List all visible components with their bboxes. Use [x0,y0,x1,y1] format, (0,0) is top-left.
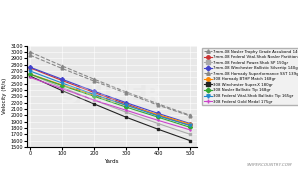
308 Nosler Ballistic Tip 168gr [188,126,192,128]
7mm-08 Winchester Ballistic Silvertip 140gr [60,78,64,80]
X-axis label: Yards: Yards [105,159,119,164]
308 Federal Vital-Shok Ballistic Tip 165gr [156,115,160,117]
Line: 308 Hornady BTHP Match 168gr: 308 Hornady BTHP Match 168gr [29,73,192,126]
7mm-08 Nosler Trophy Grade Accubond 140gr [124,91,128,93]
7mm-08 Winchester Ballistic Silvertip 140gr [92,90,96,92]
7mm-08 Nosler Trophy Grade Accubond 140gr [92,78,96,80]
308 Hornady BTHP Match 168gr [60,84,64,86]
7mm-08 Winchester Ballistic Silvertip 140gr [156,112,160,114]
308 Federal Gold Medal 175gr [60,88,64,90]
7mm-08 Federal Power-Shok SP 150gr [124,111,128,113]
308 Nosler Ballistic Tip 168gr [28,73,32,75]
308 Nosler Ballistic Tip 168gr [124,106,128,108]
308 Hornady BTHP Match 168gr [124,104,128,106]
308 Winchester Super-X 180gr [92,103,96,105]
7mm-08 Hornady Superformance SST 139gr [92,80,96,82]
308 Federal Gold Medal 175gr [92,99,96,101]
Line: 7mm-08 Federal Power-Shok SP 150gr: 7mm-08 Federal Power-Shok SP 150gr [29,73,192,136]
7mm-08 Federal Vital-Shok Nosler Partition 140gr [124,103,128,105]
7mm-08 Hornady Superformance SST 139gr [60,67,64,69]
7mm-08 Hornady Superformance SST 139gr [156,104,160,106]
308 Winchester Super-X 180gr [60,90,64,92]
7mm-08 Winchester Ballistic Silvertip 140gr [28,66,32,68]
308 Winchester Super-X 180gr [188,140,192,142]
308 Federal Vital-Shok Ballistic Tip 165gr [124,104,128,106]
308 Nosler Ballistic Tip 168gr [156,116,160,118]
308 Federal Gold Medal 175gr [156,119,160,121]
7mm-08 Federal Power-Shok SP 150gr [188,133,192,135]
7mm-08 Nosler Trophy Grade Accubond 140gr [188,114,192,116]
Line: 308 Winchester Super-X 180gr: 308 Winchester Super-X 180gr [29,75,192,142]
Line: 308 Federal Gold Medal 175gr: 308 Federal Gold Medal 175gr [29,76,192,131]
7mm-08 Federal Power-Shok SP 150gr [60,86,64,89]
Legend: 7mm-08 Nosler Trophy Grade Accubond 140gr, 7mm-08 Federal Vital-Shok Nosler Part: 7mm-08 Nosler Trophy Grade Accubond 140g… [202,48,298,105]
308 Hornady BTHP Match 168gr [156,114,160,116]
7mm-08 Nosler Trophy Grade Accubond 140gr [28,51,32,53]
308 Federal Gold Medal 175gr [28,76,32,78]
7mm-08 Winchester Ballistic Silvertip 140gr [124,102,128,104]
308 Federal Vital-Shok Ballistic Tip 165gr [92,93,96,95]
7mm-08 Federal Vital-Shok Nosler Partition 140gr [92,91,96,93]
308 Winchester Super-X 180gr [156,128,160,130]
7mm-08 Winchester Ballistic Silvertip 140gr [188,123,192,125]
308 Hornady BTHP Match 168gr [188,123,192,125]
Text: BULLET VELOCITY: BULLET VELOCITY [59,8,239,26]
308 Winchester Super-X 180gr [124,116,128,118]
7mm-08 Hornady Superformance SST 139gr [124,92,128,94]
Line: 308 Nosler Ballistic Tip 168gr: 308 Nosler Ballistic Tip 168gr [29,73,192,129]
308 Winchester Super-X 180gr [28,75,32,77]
7mm-08 Federal Vital-Shok Nosler Partition 140gr [188,124,192,126]
7mm-08 Federal Vital-Shok Nosler Partition 140gr [60,79,64,81]
308 Hornady BTHP Match 168gr [92,94,96,96]
7mm-08 Hornady Superformance SST 139gr [28,54,32,56]
Text: SNIPER: SNIPER [60,84,163,108]
Y-axis label: Velocity (ft/s): Velocity (ft/s) [2,78,7,114]
Text: SNIPERCOUNTRY.COM: SNIPERCOUNTRY.COM [246,163,292,167]
308 Hornady BTHP Match 168gr [28,73,32,75]
7mm-08 Federal Power-Shok SP 150gr [92,99,96,101]
Line: 7mm-08 Federal Vital-Shok Nosler Partition 140gr: 7mm-08 Federal Vital-Shok Nosler Partiti… [29,66,192,127]
Line: 7mm-08 Nosler Trophy Grade Accubond 140gr: 7mm-08 Nosler Trophy Grade Accubond 140g… [29,51,192,117]
7mm-08 Nosler Trophy Grade Accubond 140gr [60,65,64,67]
308 Federal Vital-Shok Ballistic Tip 165gr [188,124,192,126]
308 Federal Vital-Shok Ballistic Tip 165gr [60,82,64,84]
308 Federal Vital-Shok Ballistic Tip 165gr [28,70,32,72]
Line: 7mm-08 Hornady Superformance SST 139gr: 7mm-08 Hornady Superformance SST 139gr [29,54,192,117]
7mm-08 Federal Power-Shok SP 150gr [156,123,160,125]
Line: 7mm-08 Winchester Ballistic Silvertip 140gr: 7mm-08 Winchester Ballistic Silvertip 14… [29,66,192,125]
308 Nosler Ballistic Tip 168gr [92,95,96,97]
7mm-08 Federal Vital-Shok Nosler Partition 140gr [156,114,160,116]
308 Nosler Ballistic Tip 168gr [60,84,64,87]
Line: 308 Federal Vital-Shok Ballistic Tip 165gr: 308 Federal Vital-Shok Ballistic Tip 165… [29,70,192,127]
308 Federal Gold Medal 175gr [188,129,192,131]
7mm-08 Hornady Superformance SST 139gr [188,115,192,117]
7mm-08 Nosler Trophy Grade Accubond 140gr [156,103,160,105]
7mm-08 Federal Power-Shok SP 150gr [28,73,32,75]
308 Federal Gold Medal 175gr [124,109,128,111]
7mm-08 Federal Vital-Shok Nosler Partition 140gr [28,67,32,69]
